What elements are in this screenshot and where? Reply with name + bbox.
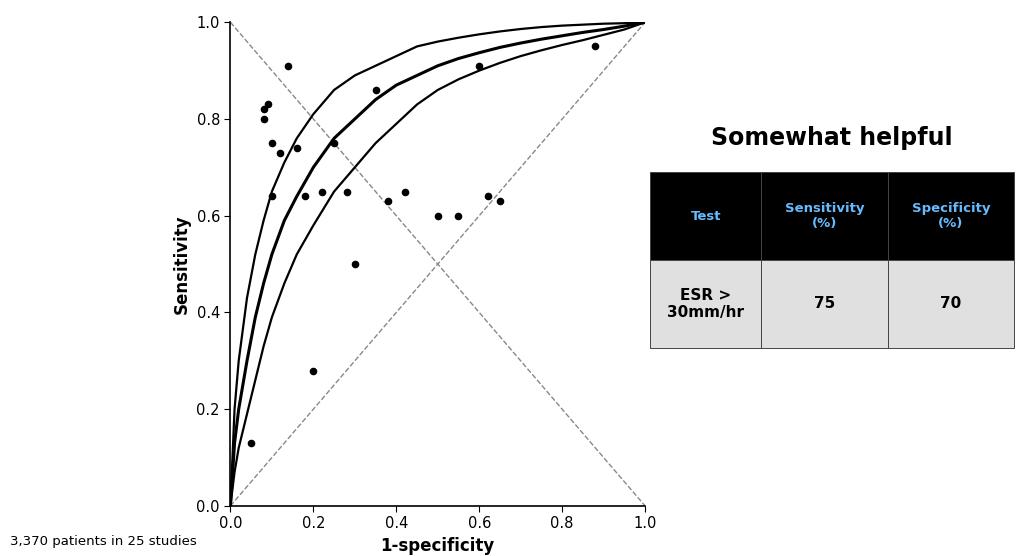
Point xyxy=(338,187,354,196)
Point xyxy=(305,366,322,375)
Point xyxy=(281,61,297,70)
Point xyxy=(243,439,259,448)
X-axis label: 1-specificity: 1-specificity xyxy=(381,537,495,555)
Point xyxy=(479,192,496,201)
Point xyxy=(587,42,603,51)
Point xyxy=(255,115,271,123)
Point xyxy=(471,61,487,70)
Text: Specificity
(%): Specificity (%) xyxy=(911,202,990,230)
Text: ESR >
30mm/hr: ESR > 30mm/hr xyxy=(668,287,744,320)
Point xyxy=(396,187,413,196)
Text: Diagnostic odds
ratio:
7.2 (95% CI 4.7
- 10.9): Diagnostic odds ratio: 7.2 (95% CI 4.7 -… xyxy=(13,380,159,455)
Text: Sensitivity
(%): Sensitivity (%) xyxy=(785,202,864,230)
Point xyxy=(289,143,305,152)
Point xyxy=(380,197,396,206)
Bar xyxy=(889,260,1014,348)
Bar xyxy=(650,260,761,348)
Text: 70: 70 xyxy=(940,296,962,311)
Point xyxy=(451,211,467,220)
Text: Somewhat helpful: Somewhat helpful xyxy=(712,126,952,150)
Point xyxy=(326,138,342,147)
Text: A-III: A-III xyxy=(940,503,985,523)
Bar xyxy=(761,260,889,348)
Point xyxy=(264,192,281,201)
Bar xyxy=(650,172,761,260)
Bar xyxy=(761,172,889,260)
Text: 75: 75 xyxy=(814,296,836,311)
Text: 3,370 patients in 25 studies: 3,370 patients in 25 studies xyxy=(10,535,197,548)
Point xyxy=(346,260,364,269)
Point xyxy=(492,197,508,206)
Bar xyxy=(889,172,1014,260)
Point xyxy=(259,100,275,109)
Point xyxy=(430,211,446,220)
Point xyxy=(297,192,313,201)
Text: Test: Test xyxy=(690,210,721,222)
Point xyxy=(264,138,281,147)
Y-axis label: Sensitivity: Sensitivity xyxy=(173,214,190,314)
Point xyxy=(368,86,384,95)
Point xyxy=(272,148,289,157)
Point xyxy=(313,187,330,196)
Point xyxy=(255,105,271,114)
